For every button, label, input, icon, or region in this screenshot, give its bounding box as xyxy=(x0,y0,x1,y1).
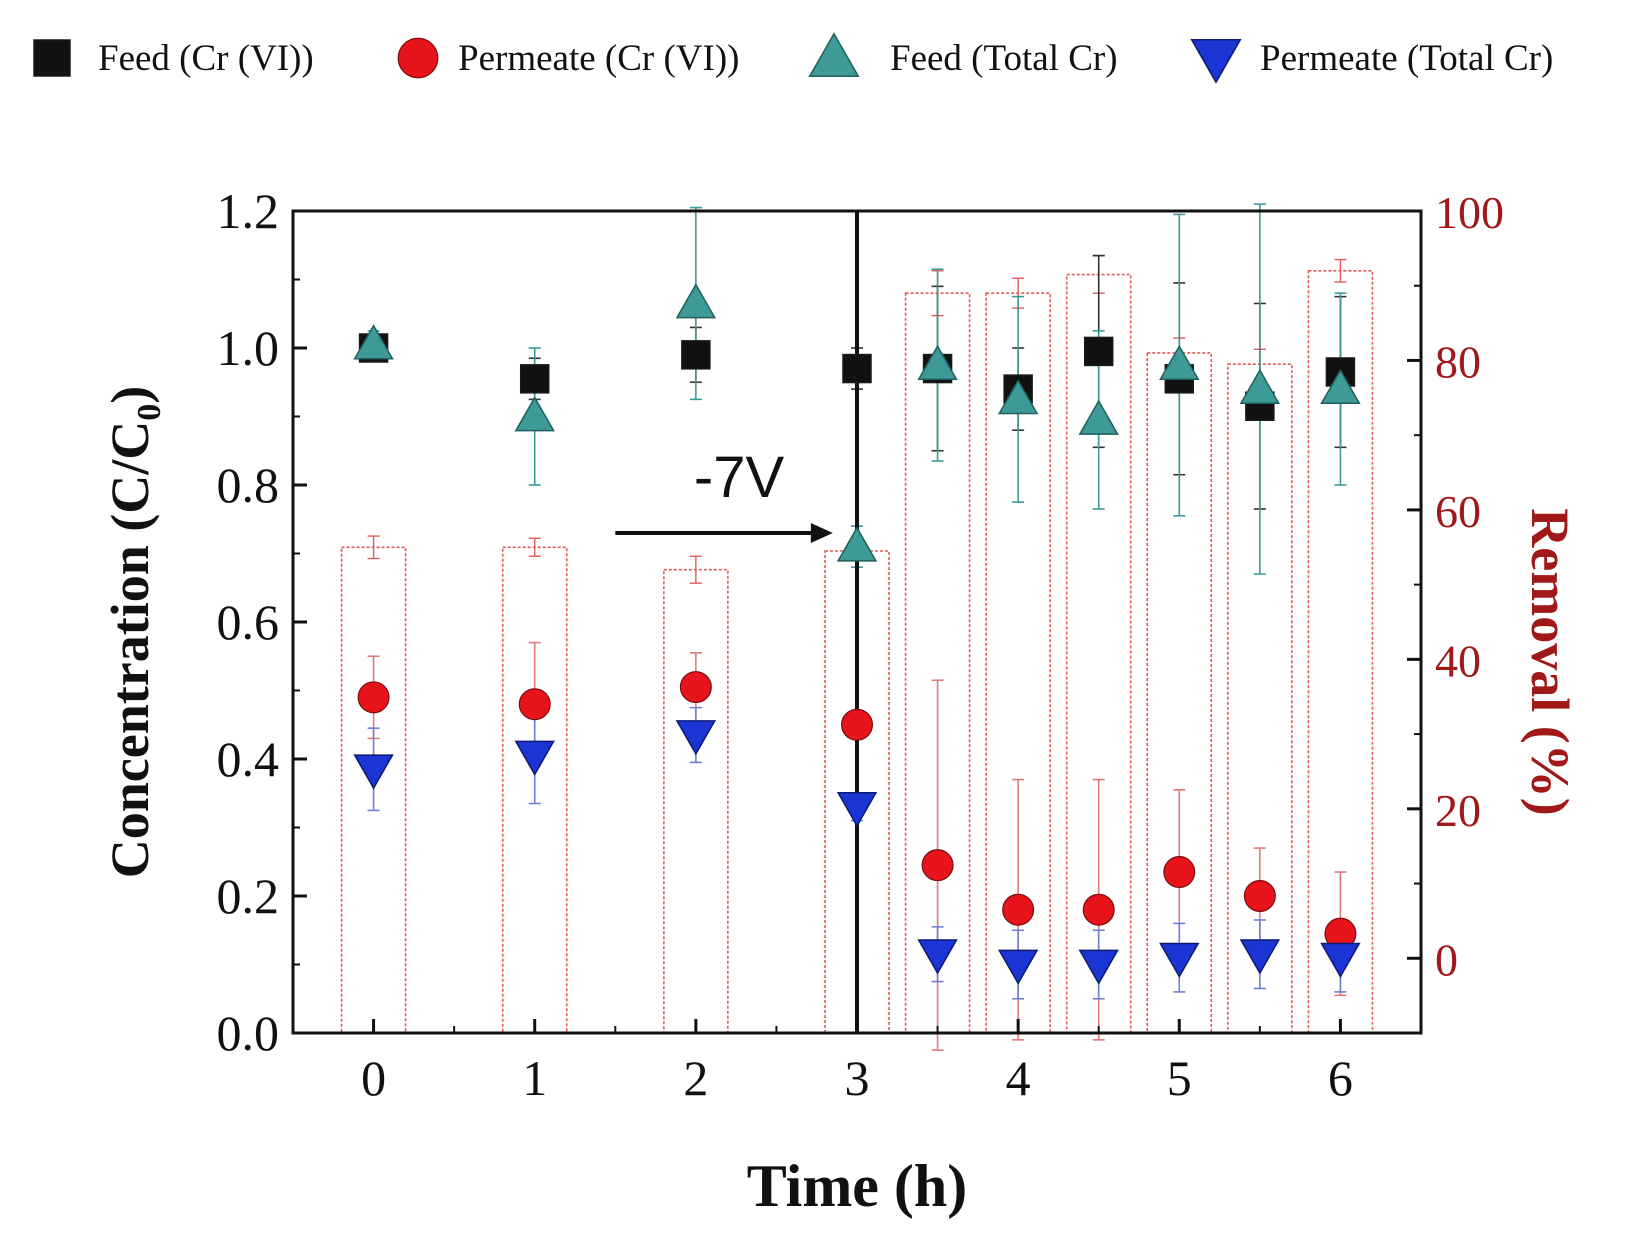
annotation-arrowhead xyxy=(810,522,833,543)
point-triangle-down xyxy=(1159,942,1200,979)
y-left-tick-label: 0.6 xyxy=(217,594,280,650)
x-tick-label: 2 xyxy=(683,1050,708,1106)
point-circle xyxy=(1243,879,1276,912)
annotation-label: -7V xyxy=(694,445,785,510)
data-markers xyxy=(353,283,1361,985)
point-square xyxy=(681,340,711,370)
legend-marker-square xyxy=(33,39,71,77)
y-right-tick-label: 80 xyxy=(1435,336,1481,387)
x-axis-label: Time (h) xyxy=(747,1153,968,1219)
axes: 0 1 2 3 4 5 6 0.0 0.2 0.4 0.6 0.8 1.0 1.2 0 20 40 60 80 100… xyxy=(100,183,1580,1219)
removal-bar xyxy=(663,568,729,1034)
point-circle xyxy=(921,849,954,882)
legend-marker-circle xyxy=(397,37,439,79)
point-triangle-down xyxy=(1239,939,1281,975)
point-triangle-down xyxy=(1320,942,1361,979)
legend-label: Permeate (Total Cr) xyxy=(1260,38,1553,79)
y-right-tick-label: 100 xyxy=(1435,187,1504,238)
point-triangle-up xyxy=(836,526,878,562)
y-left-axis-label: Concentration (C/C0) xyxy=(100,386,168,878)
y-left-tick-label: 1.0 xyxy=(217,320,280,376)
point-circle xyxy=(1163,856,1196,889)
point-triangle-up xyxy=(1078,399,1119,435)
point-circle xyxy=(679,671,712,704)
point-circle xyxy=(1082,893,1115,926)
point-triangle-down xyxy=(514,740,555,776)
y-left-tick-label: 0.0 xyxy=(217,1005,280,1061)
y-left-tick-label: 0.4 xyxy=(217,731,280,787)
point-circle xyxy=(840,708,873,741)
point-square xyxy=(519,364,550,394)
x-tick-label: 1 xyxy=(522,1050,547,1106)
legend-label: Feed (Cr (VI)) xyxy=(98,38,314,79)
point-triangle-up xyxy=(1159,344,1200,381)
annotation: -7V xyxy=(615,445,833,543)
point-triangle-up xyxy=(353,324,394,360)
point-circle xyxy=(1002,893,1035,926)
legend-label: Feed (Total Cr) xyxy=(890,38,1118,79)
y-right-axis-label: Removal (%) xyxy=(1520,508,1580,815)
point-square xyxy=(1083,336,1114,367)
point-triangle-up xyxy=(1320,368,1361,405)
point-circle xyxy=(518,688,551,721)
legend-marker-triangle-up xyxy=(808,32,860,77)
point-triangle-up xyxy=(917,344,958,381)
x-tick-label: 4 xyxy=(1006,1050,1031,1106)
y-right-tick-label: 20 xyxy=(1435,785,1481,836)
legend: Feed (Cr (VI)) Permeate (Cr (VI)) Feed (To… xyxy=(33,32,1553,84)
point-triangle-up xyxy=(514,396,555,432)
x-tick-label: 5 xyxy=(1167,1050,1192,1106)
y-left-tick-label: 0.2 xyxy=(217,868,280,924)
x-tick-label: 6 xyxy=(1328,1050,1353,1106)
x-tick-label: 0 xyxy=(361,1050,386,1106)
point-triangle-up xyxy=(1239,368,1281,405)
legend-label: Permeate (Cr (VI)) xyxy=(458,38,739,79)
point-triangle-down xyxy=(353,754,394,790)
point-square xyxy=(842,353,872,384)
y-left-tick-label: 0.8 xyxy=(217,457,280,513)
point-triangle-down xyxy=(997,949,1039,985)
y-right-tick-label: 40 xyxy=(1435,635,1481,686)
point-triangle-down xyxy=(675,720,717,756)
legend-marker-triangle-down xyxy=(1190,39,1242,84)
y-left-tick-label: 1.2 xyxy=(217,183,280,239)
point-triangle-up xyxy=(997,378,1039,415)
y-right-tick-label: 60 xyxy=(1435,486,1481,537)
point-triangle-up xyxy=(675,283,717,319)
point-circle xyxy=(357,681,390,714)
x-tick-label: 3 xyxy=(845,1050,870,1106)
point-triangle-down xyxy=(836,792,878,828)
point-triangle-down xyxy=(917,939,958,975)
y-right-tick-label: 0 xyxy=(1435,934,1458,985)
point-triangle-down xyxy=(1078,949,1119,985)
